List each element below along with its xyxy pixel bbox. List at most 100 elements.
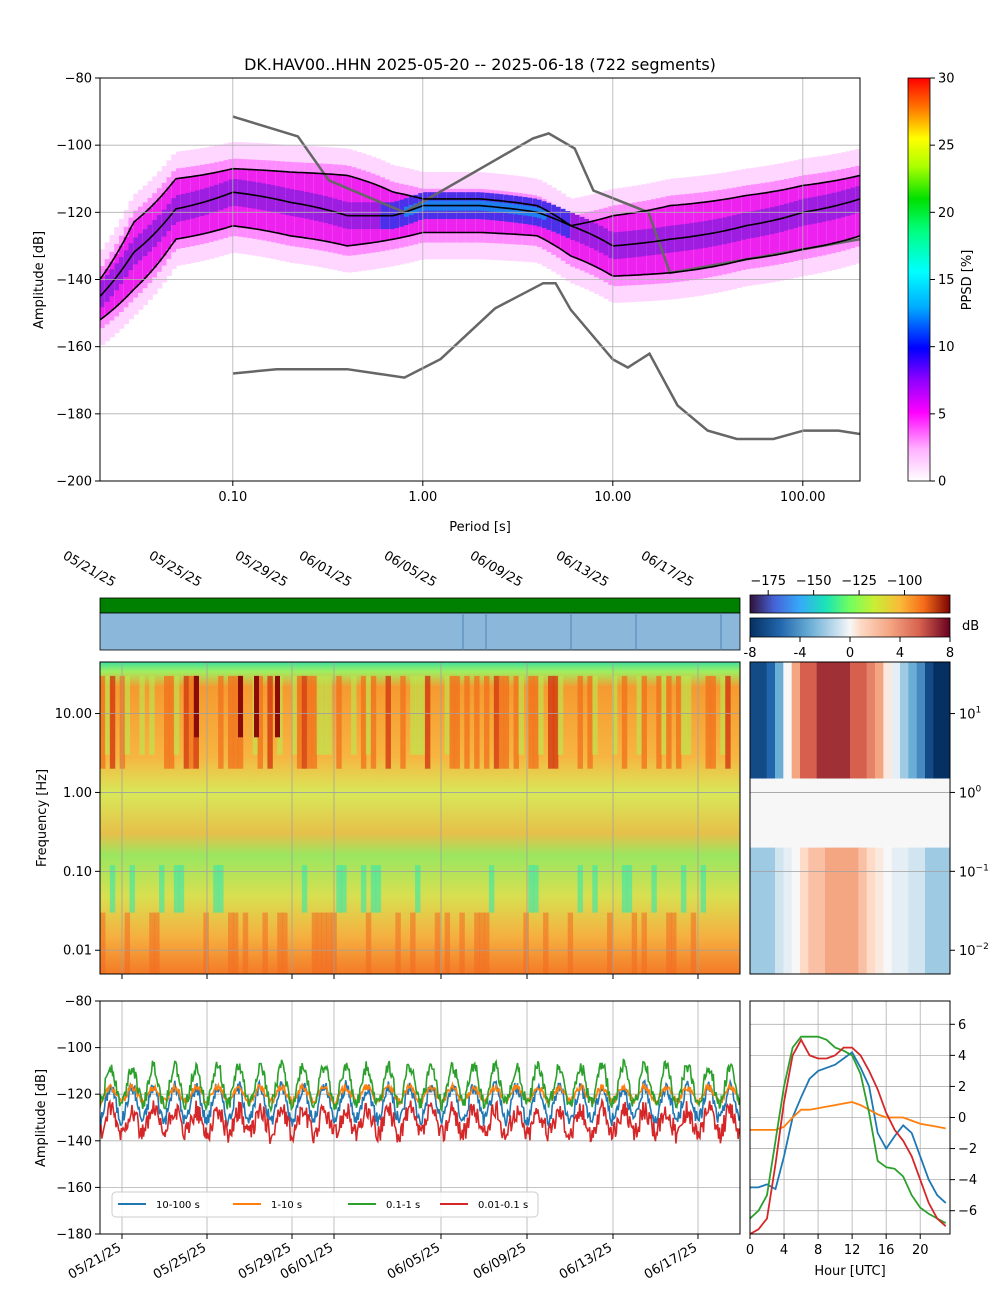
legend-label: 0.01-0.1 s bbox=[478, 1200, 528, 1211]
percentile-line-median bbox=[100, 191, 860, 297]
diurnal-ytick-label: 10−2 bbox=[959, 942, 989, 959]
diurnal-cell bbox=[808, 662, 818, 779]
ppsd-colorbar-tick-label: 10 bbox=[938, 340, 955, 355]
spectrogram-cell bbox=[164, 675, 170, 769]
diurnal-cell bbox=[833, 847, 843, 974]
band-line-0.1-1 s bbox=[100, 1058, 740, 1114]
spectrogram-cell bbox=[528, 675, 534, 769]
spectrogram-cell bbox=[213, 865, 219, 913]
diurnal-cell bbox=[925, 778, 934, 848]
band-line-0.01-0.1 s bbox=[100, 1097, 740, 1144]
spectrogram-cell bbox=[410, 912, 416, 974]
diurnal-cell bbox=[850, 847, 859, 974]
diurnal-cell bbox=[875, 662, 884, 779]
diurnal-colorbar-label: dB bbox=[962, 619, 979, 634]
diurnal-cell bbox=[916, 847, 926, 974]
diurnal-line-xtick-label: 20 bbox=[912, 1243, 929, 1258]
spectrogram-cell bbox=[203, 912, 209, 974]
diurnal-cell bbox=[908, 662, 918, 779]
spectrogram-cell bbox=[321, 912, 327, 974]
spectrogram-cell bbox=[498, 675, 505, 769]
diurnal-cell bbox=[933, 662, 943, 779]
noise-model-nlnm bbox=[232, 281, 860, 441]
spectrogram-cell bbox=[484, 912, 490, 974]
diurnal-cell bbox=[875, 847, 884, 974]
ppsd-xtick-label: 10.00 bbox=[594, 490, 631, 505]
ppsd-ytick-label: −180 bbox=[56, 407, 92, 422]
spectrogram-cell bbox=[533, 865, 539, 913]
spectrogram-cell bbox=[139, 675, 145, 755]
spectrogram-cell bbox=[479, 912, 485, 974]
gap-bar bbox=[99, 612, 741, 651]
spectrogram-cell bbox=[444, 675, 451, 755]
spectrogram-cell bbox=[444, 912, 451, 974]
diurnal-cell bbox=[758, 662, 768, 779]
diurnal-cell bbox=[775, 847, 784, 974]
spectrogram-cell bbox=[301, 865, 308, 913]
spectrogram-cell bbox=[705, 675, 711, 769]
spectrogram-cell bbox=[257, 675, 263, 769]
diurnal-cell bbox=[875, 778, 884, 848]
spectrogram-cell bbox=[410, 675, 416, 755]
spectrogram-date-label: 05/25/25 bbox=[146, 548, 204, 590]
spectrogram-cell bbox=[365, 675, 372, 755]
diurnal-cell bbox=[766, 847, 776, 974]
ppsd-xtick-label: 1.00 bbox=[408, 490, 437, 505]
diurnal-cell bbox=[900, 847, 909, 974]
spectrogram-cell bbox=[700, 865, 707, 913]
diurnal-cell bbox=[858, 847, 868, 974]
spectrogram-cell bbox=[415, 865, 421, 913]
spectrogram-cell bbox=[415, 675, 421, 755]
spectrogram-cell bbox=[626, 865, 633, 913]
spectrogram-cell bbox=[513, 675, 519, 769]
spectrogram-cell bbox=[720, 675, 726, 755]
diurnal-band-line-1-10 s bbox=[750, 1101, 946, 1131]
spectrogram-cell bbox=[666, 912, 672, 974]
spectrogram-cell bbox=[621, 865, 628, 913]
spectrogram-colorbar-tick-label: −100 bbox=[887, 574, 923, 589]
diurnal-band-line-10-100 s bbox=[750, 1050, 947, 1204]
spectrogram-cell bbox=[518, 675, 524, 755]
diurnal-xlabel: Hour [UTC] bbox=[814, 1264, 885, 1279]
diurnal-cell bbox=[775, 662, 784, 779]
diurnal-cell bbox=[808, 847, 818, 974]
data-availability-bar bbox=[99, 597, 741, 614]
timeseries-xtick-label: 06/05/25 bbox=[385, 1240, 443, 1282]
diurnal-cell bbox=[783, 847, 793, 974]
spectrogram-cell bbox=[306, 675, 313, 769]
diurnal-line-ytick-label: −6 bbox=[958, 1204, 977, 1219]
timeseries-ytick-label: −100 bbox=[56, 1041, 92, 1056]
diurnal-line-xtick-label: 0 bbox=[746, 1243, 754, 1258]
diurnal-cell bbox=[783, 662, 793, 779]
spectrogram-cell bbox=[493, 675, 500, 769]
spectrogram-cell bbox=[173, 865, 180, 913]
spectrogram-cell bbox=[656, 675, 662, 769]
spectrogram-cell bbox=[528, 865, 534, 913]
spectrogram-cell bbox=[124, 912, 131, 974]
spectrogram-cell bbox=[254, 675, 259, 738]
ppsd-density-cell bbox=[565, 223, 571, 254]
diurnal-cell bbox=[858, 662, 868, 779]
spectrogram-date-label: 06/17/25 bbox=[638, 548, 696, 590]
spectrogram-cell bbox=[400, 675, 406, 769]
spectrogram-panel: 0.01 0.10 1.00 10.00 bbox=[55, 661, 741, 979]
timeseries-xtick-label: 06/17/25 bbox=[642, 1240, 700, 1282]
legend-label: 1-10 s bbox=[271, 1200, 302, 1211]
spectrogram-cell bbox=[149, 912, 155, 974]
diurnal-cell bbox=[891, 847, 901, 974]
diurnal-colorbar-tick-label: -8 bbox=[744, 646, 757, 661]
diurnal-cell bbox=[933, 778, 943, 848]
diurnal-colorbar-tick-label: 0 bbox=[846, 646, 854, 661]
diurnal-cell bbox=[916, 778, 926, 848]
diurnal-ytick-label: 101 bbox=[959, 706, 981, 723]
diurnal-cell bbox=[941, 778, 951, 848]
spectrogram-cell bbox=[277, 912, 283, 974]
ppsd-panel: 0.10 1.00 10.00 100.00 −200 −180 −160 −140 −120 −… bbox=[56, 72, 861, 505]
spectrogram-cell bbox=[326, 912, 332, 974]
spectrogram-cell bbox=[666, 675, 672, 769]
diurnal-cell bbox=[825, 662, 834, 779]
spectrogram-cell bbox=[218, 865, 224, 913]
spectrogram-cell bbox=[577, 675, 583, 769]
